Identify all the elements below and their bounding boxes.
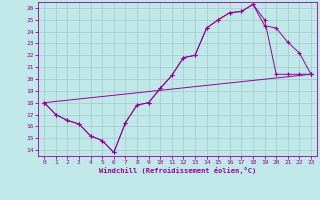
X-axis label: Windchill (Refroidissement éolien,°C): Windchill (Refroidissement éolien,°C) (99, 167, 256, 174)
